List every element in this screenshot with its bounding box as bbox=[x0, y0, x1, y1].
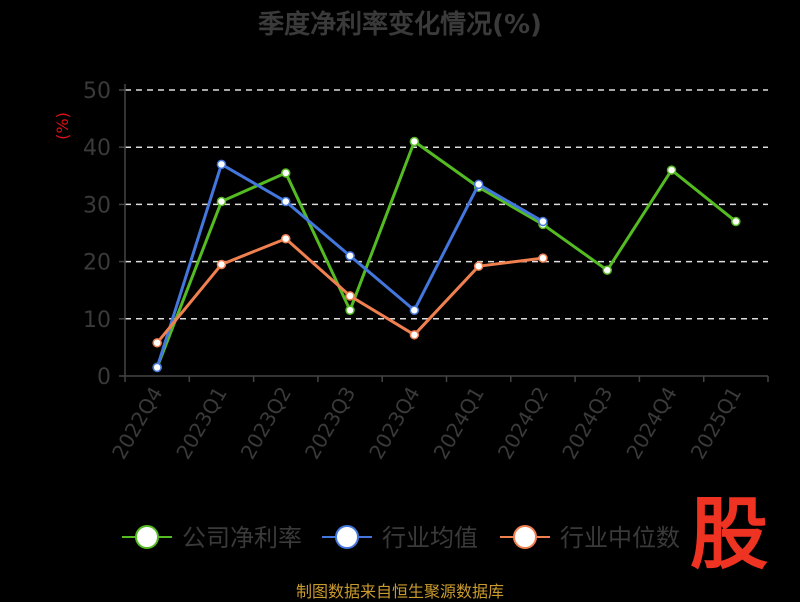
legend-layer: 公司净利率 行业均值 行业中位数 bbox=[122, 524, 680, 552]
data-point bbox=[345, 251, 355, 261]
legend-label: 行业中位数 bbox=[560, 524, 680, 552]
data-point bbox=[216, 159, 227, 170]
x-tick-label: 2024Q4 bbox=[621, 383, 681, 464]
data-point bbox=[281, 196, 291, 207]
data-point bbox=[345, 305, 355, 315]
y-tick-label: 30 bbox=[83, 193, 111, 218]
data-point bbox=[409, 305, 420, 315]
axis-layer: 0 10 20 30 40 50 2022Q4 2023Q1 2023Q2 2023Q3 2023Q… bbox=[83, 79, 769, 464]
data-point bbox=[666, 165, 677, 175]
source-footer: 制图数据来自恒生聚源数据库 bbox=[295, 582, 504, 601]
y-tick-label: 0 bbox=[97, 365, 111, 390]
data-point bbox=[281, 233, 291, 244]
x-tick-label: 2024Q1 bbox=[429, 383, 489, 464]
series-line-0 bbox=[155, 139, 737, 368]
y-tick-label: 50 bbox=[83, 79, 111, 104]
x-tick-label: 2023Q4 bbox=[364, 383, 424, 464]
x-tick-label: 2024Q2 bbox=[493, 383, 553, 464]
data-point bbox=[409, 136, 420, 147]
y-tick-label: 10 bbox=[83, 308, 111, 333]
y-tick-label: 40 bbox=[83, 136, 111, 161]
y-axis-label: (%) bbox=[53, 112, 72, 140]
data-point bbox=[216, 196, 227, 207]
data-point bbox=[409, 330, 420, 340]
data-point bbox=[538, 253, 548, 263]
legend-label: 行业均值 bbox=[382, 524, 478, 552]
legend-marker bbox=[513, 525, 537, 549]
data-point bbox=[731, 216, 741, 227]
x-tick-label: 2023Q3 bbox=[300, 383, 360, 464]
data-point bbox=[281, 168, 291, 178]
grid-layer bbox=[125, 89, 768, 320]
series-layer bbox=[152, 136, 741, 373]
x-tick-label: 2023Q1 bbox=[171, 383, 231, 464]
legend-marker bbox=[135, 525, 159, 549]
x-tick-label: 2024Q3 bbox=[557, 383, 617, 464]
data-point bbox=[602, 265, 612, 275]
brand-logo: 股 bbox=[690, 490, 769, 580]
x-tick-label: 2025Q1 bbox=[686, 383, 746, 464]
data-point bbox=[473, 261, 484, 271]
data-point bbox=[216, 259, 227, 270]
x-tick-label: 2023Q2 bbox=[236, 383, 296, 464]
legend-marker bbox=[335, 525, 359, 549]
data-point bbox=[473, 179, 484, 190]
data-point bbox=[538, 216, 548, 227]
legend-label: 公司净利率 bbox=[182, 524, 302, 552]
data-point bbox=[345, 291, 355, 301]
chart-title: 季度净利率变化情况(%) bbox=[258, 10, 542, 40]
x-tick-label: 2022Q4 bbox=[107, 383, 167, 464]
data-point bbox=[152, 362, 162, 373]
data-point bbox=[152, 338, 162, 348]
y-tick-label: 20 bbox=[83, 251, 111, 276]
